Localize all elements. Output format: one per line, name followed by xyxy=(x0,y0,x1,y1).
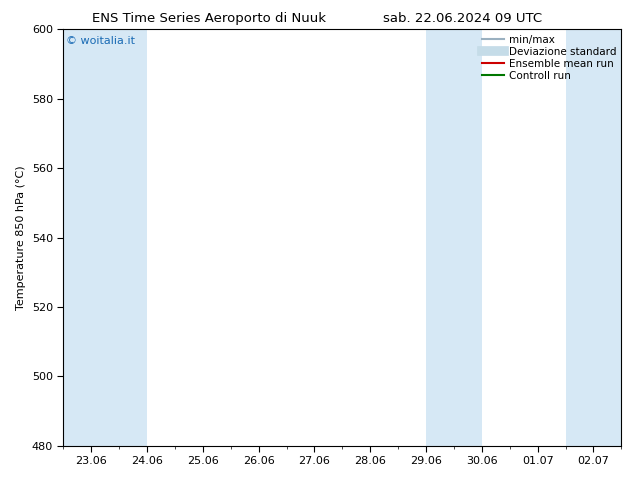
Text: sab. 22.06.2024 09 UTC: sab. 22.06.2024 09 UTC xyxy=(384,12,542,25)
Bar xyxy=(426,29,482,446)
Bar xyxy=(566,29,621,446)
Bar xyxy=(63,29,147,446)
Y-axis label: Temperature 850 hPa (°C): Temperature 850 hPa (°C) xyxy=(16,165,26,310)
Text: © woitalia.it: © woitalia.it xyxy=(66,36,135,46)
Legend: min/max, Deviazione standard, Ensemble mean run, Controll run: min/max, Deviazione standard, Ensemble m… xyxy=(482,35,616,81)
Text: ENS Time Series Aeroporto di Nuuk: ENS Time Series Aeroporto di Nuuk xyxy=(92,12,327,25)
